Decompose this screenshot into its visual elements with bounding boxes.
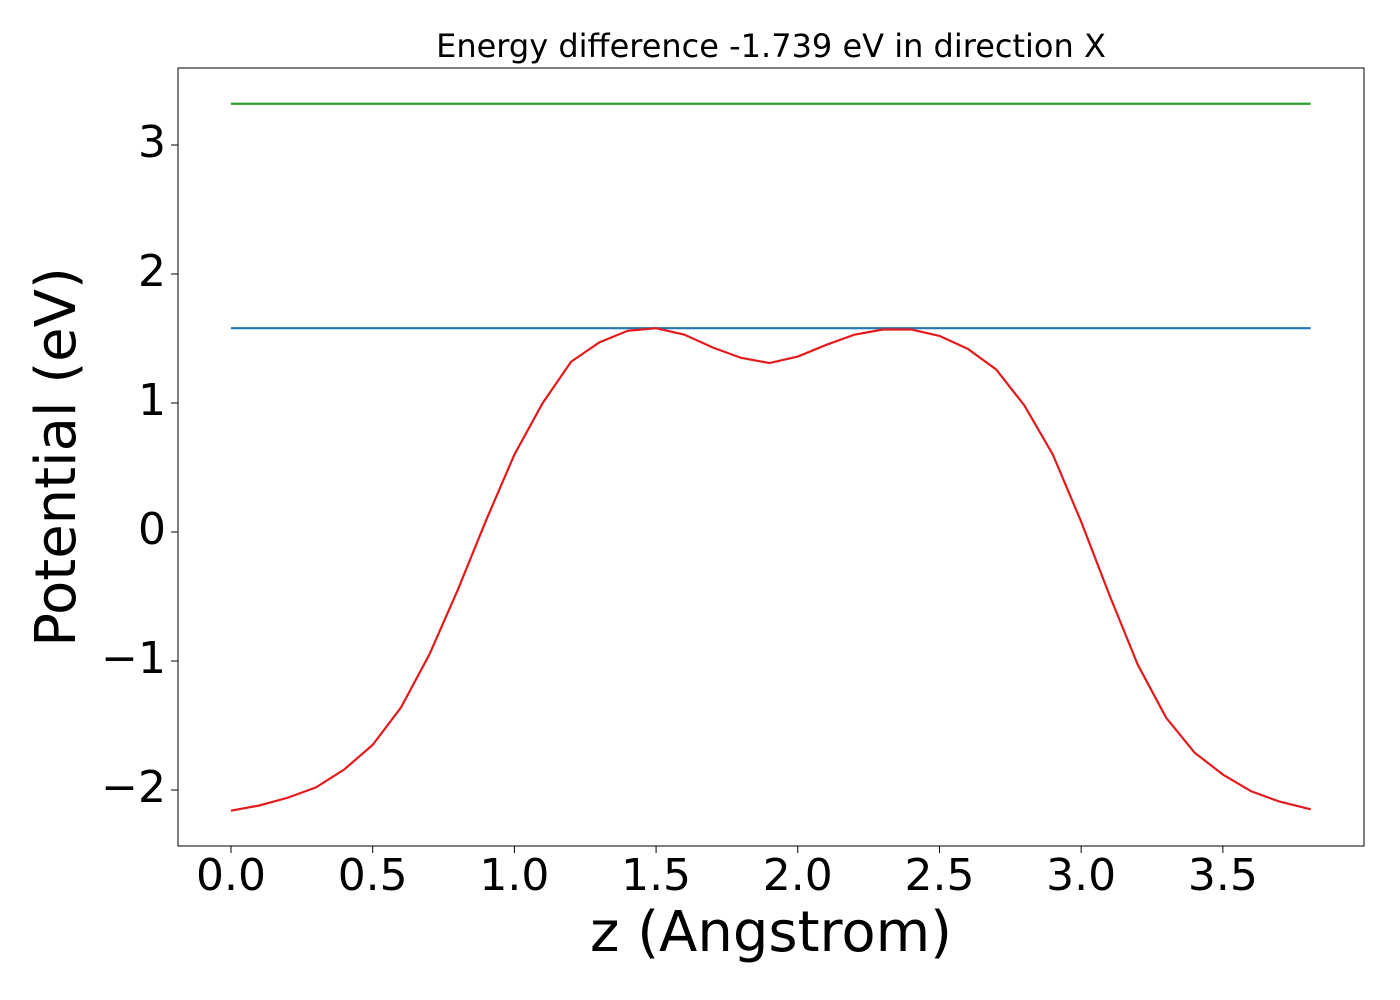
chart-title: Energy difference -1.739 eV in direction… xyxy=(436,27,1106,65)
x-tick-label: 1.5 xyxy=(621,850,691,901)
x-tick-label: 1.0 xyxy=(479,850,549,901)
x-tick-label: 2.0 xyxy=(763,850,833,901)
y-tick-label: 3 xyxy=(138,117,166,168)
x-tick-label: 3.5 xyxy=(1188,850,1258,901)
y-tick-label: −1 xyxy=(101,633,166,684)
y-tick-label: −2 xyxy=(101,762,166,813)
data-line xyxy=(230,327,1311,812)
y-tick-label: 2 xyxy=(138,246,166,297)
y-axis-label: Potential (eV) xyxy=(24,267,89,647)
y-tick-label: 1 xyxy=(138,375,166,426)
x-tick-label: 3.0 xyxy=(1046,850,1116,901)
x-tick-label: 0.0 xyxy=(196,850,266,901)
plot-frame xyxy=(177,67,1365,847)
x-tick-label: 2.5 xyxy=(904,850,974,901)
y-tick-label: 0 xyxy=(138,504,166,555)
x-axis-label: z (Angstrom) xyxy=(590,900,952,965)
x-tick-label: 0.5 xyxy=(338,850,408,901)
